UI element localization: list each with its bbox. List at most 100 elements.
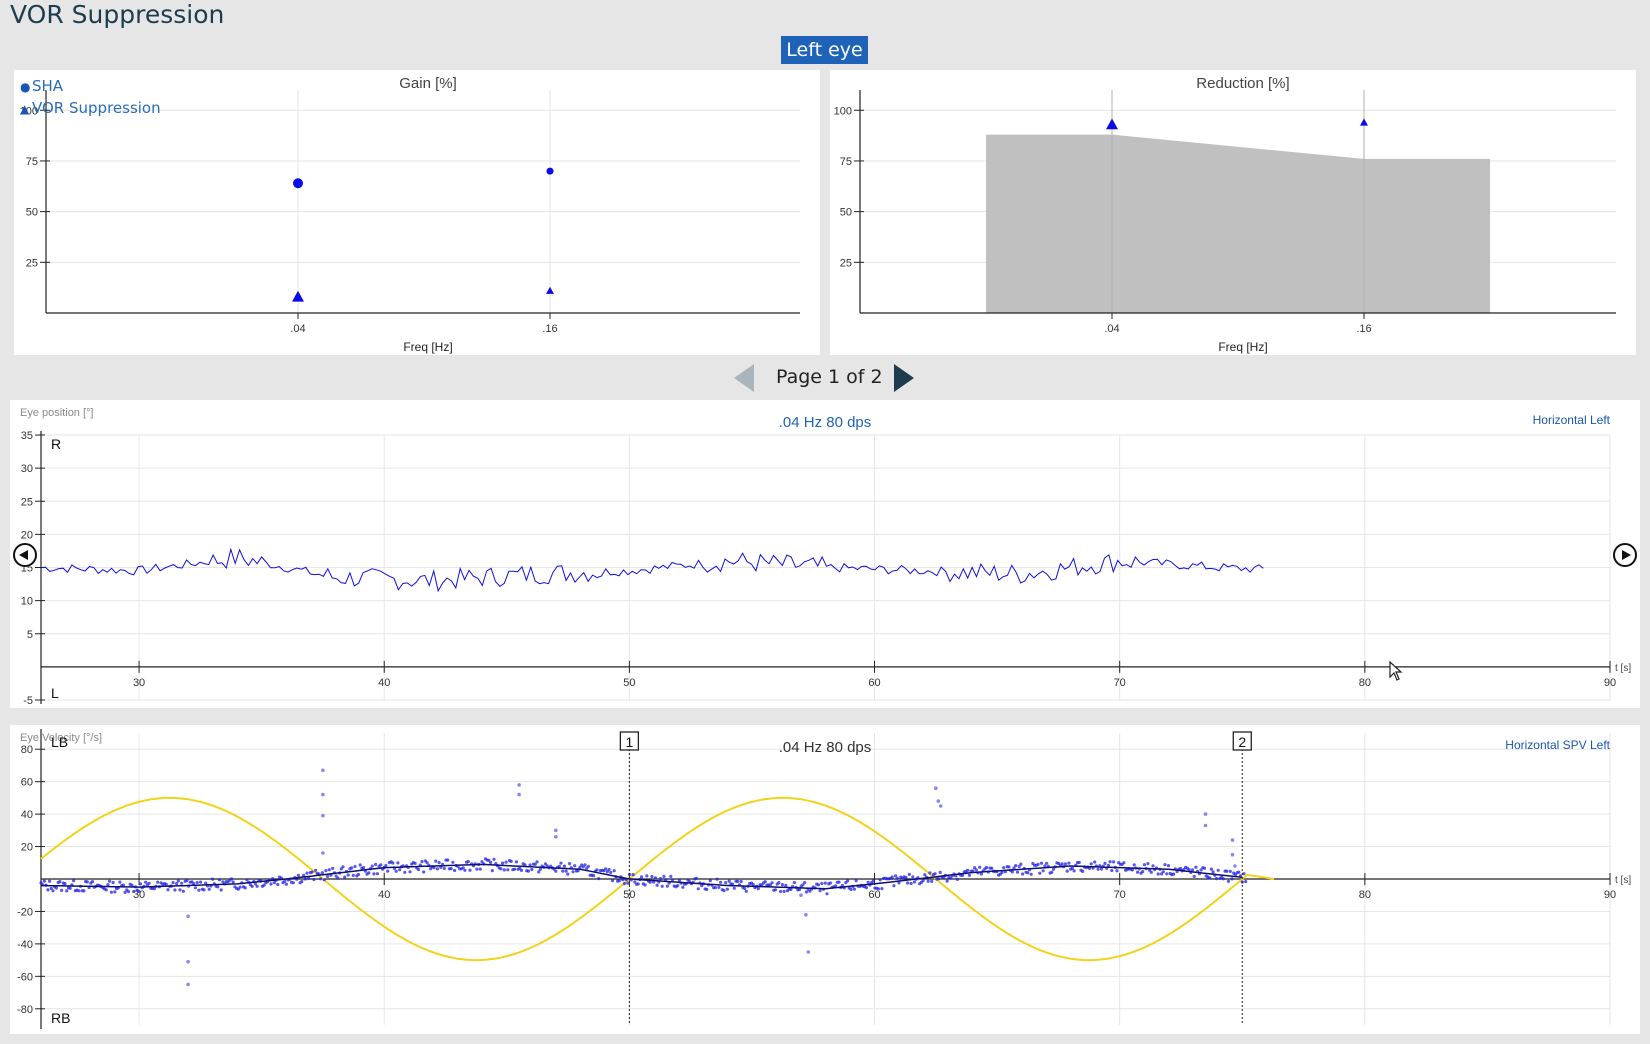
velocity-point [617,879,621,883]
velocity-point [356,872,361,877]
velocity-point [1021,872,1025,876]
velocity-point [379,863,383,867]
velocity-point [109,890,113,894]
velocity-outlier [321,851,325,855]
velocity-point [1149,870,1153,874]
reduction-chart-title: Reduction [%] [1196,75,1289,92]
previous-page-button[interactable] [734,364,754,392]
velocity-point [49,886,53,891]
velocity-outlier [554,835,558,839]
x-tick-label: .04 [290,323,305,335]
velocity-point [121,883,125,887]
velocity-point [1087,866,1092,870]
velocity-point [176,879,180,883]
x-tick-label: 60 [868,889,880,901]
velocity-point [911,875,915,879]
velocity-point [823,881,827,885]
velocity-point [571,870,575,874]
left-eye-button[interactable]: Left eye [781,36,868,64]
velocity-point [319,877,323,881]
velocity-point [664,878,668,882]
legend-label-sha: SHA [32,77,64,95]
velocity-point [320,871,324,875]
velocity-point [779,889,783,894]
y-tick-label: 80 [21,744,33,756]
velocity-point [670,878,675,882]
y-tick-label: -60 [17,971,33,983]
legend-item-vor-suppression[interactable]: ▲ VOR Suppression [20,98,161,120]
velocity-point [204,881,208,885]
velocity-outlier [1230,852,1235,857]
velocity-point [374,862,378,866]
velocity-outlier [517,783,521,787]
velocity-point [653,876,658,880]
velocity-point [538,867,543,871]
y-tick-label: 20 [21,529,33,541]
velocity-point [828,881,833,885]
next-page-button[interactable] [894,364,914,392]
velocity-point [973,866,977,870]
velocity-point [1063,862,1068,866]
velocity-point [175,882,179,886]
velocity-point [1130,868,1134,872]
velocity-point [367,871,371,875]
velocity-point [1015,870,1020,874]
y-tick-label: 100 [834,105,852,117]
velocity-point [253,882,258,886]
y-tick-label: 25 [21,496,33,508]
velocity-point [1166,864,1171,868]
velocity-point [780,883,785,887]
velocity-point [113,890,117,894]
velocity-point [732,886,736,890]
velocity-point [216,885,220,889]
y-tick-label: 50 [840,207,852,219]
legend-item-sha[interactable]: ● SHA [20,76,161,98]
velocity-outlier [934,786,938,790]
velocity-point [478,867,482,871]
y-tick-label: 25 [26,257,38,269]
velocity-point [1194,865,1198,869]
velocity-point [871,879,875,883]
velocity-point [562,864,567,868]
velocity-point [1050,870,1054,874]
velocity-point [909,881,913,886]
velocity-point [583,863,587,867]
velocity-point [923,873,927,877]
velocity-point [391,861,395,865]
velocity-point [636,882,640,886]
velocity-point [576,869,580,873]
reduction-chart: Reduction [%] 100 75 50 25 .04 .16 Freq [Hz] [834,75,1616,354]
velocity-point [1019,862,1023,866]
velocity-point [513,867,517,871]
x-tick-label: 60 [868,677,880,689]
velocity-point [1106,863,1110,867]
velocity-point [1165,872,1169,876]
velocity-point [506,868,510,872]
velocity-point [1228,869,1232,873]
scroll-left-button[interactable] [13,543,37,567]
velocity-outlier [806,950,811,954]
velocity-point [676,884,680,888]
velocity-point [202,888,206,892]
velocity-point [327,868,331,872]
velocity-point [955,877,960,881]
velocity-point [792,881,797,885]
velocity-point [1039,861,1044,865]
x-tick-label: .04 [1104,323,1119,335]
x-axis-label: Freq [Hz] [1218,340,1267,354]
velocity-outlier [938,804,943,808]
velocity-point [816,883,821,887]
velocity-point [1093,860,1097,864]
velocity-point [1041,869,1045,873]
velocity-point [1156,872,1160,876]
velocity-point [595,868,599,872]
cycle-marker-label: 1 [625,734,633,750]
mouse-cursor-icon [1389,661,1403,681]
scroll-right-button[interactable] [1613,543,1637,567]
velocity-point [193,886,197,890]
velocity-point [825,892,829,896]
velocity-point [604,867,608,871]
velocity-point [648,880,652,884]
velocity-point [384,864,388,868]
velocity-point [509,859,513,863]
